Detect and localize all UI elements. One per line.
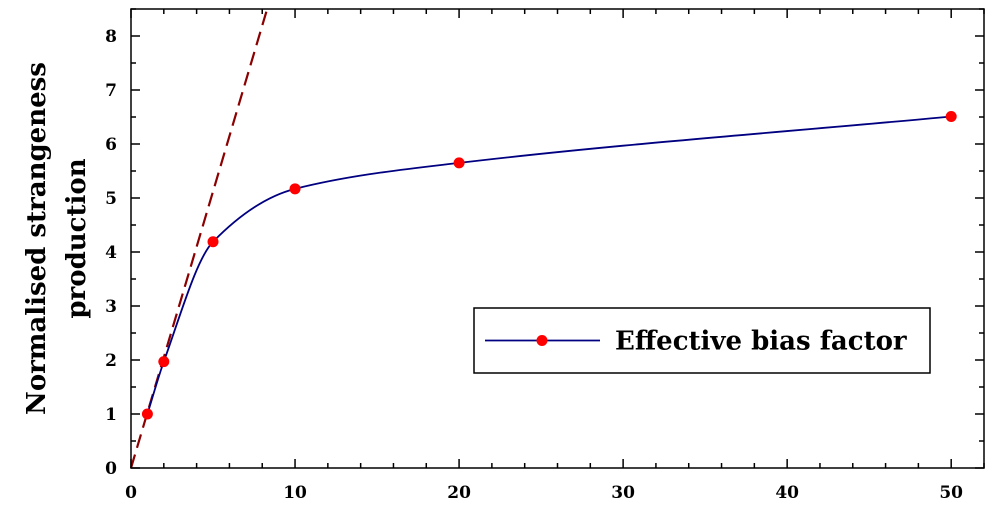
y-tick-label: 7 <box>105 81 117 101</box>
x-tick-label: 10 <box>283 483 307 503</box>
series-layer <box>129 8 957 469</box>
y-tick-label: 1 <box>105 405 117 425</box>
y-tick-label: 0 <box>105 459 117 479</box>
y-axis-title-line-1: Normalised strangeness <box>22 62 52 415</box>
axis-ticks <box>130 8 985 469</box>
y-tick-label: 8 <box>105 27 117 47</box>
legend-marker-swatch <box>536 335 548 346</box>
y-tick-label: 5 <box>105 189 117 209</box>
y-tick-label: 4 <box>105 243 117 263</box>
y-axis-title: Normalised strangeness production <box>22 62 92 415</box>
x-tick-label: 50 <box>939 483 963 503</box>
data-point <box>945 110 957 122</box>
y-axis-title-line-2: production <box>62 158 92 318</box>
y-tick-label: 2 <box>105 351 117 371</box>
dashed-reference-line <box>129 8 269 469</box>
x-tick-label: 0 <box>125 483 137 503</box>
data-point <box>453 157 465 169</box>
legend-label: Effective bias factor <box>615 327 907 357</box>
y-tick-label: 6 <box>105 135 117 155</box>
x-tick-label: 20 <box>447 483 471 503</box>
data-point <box>289 183 301 195</box>
legend: Effective bias factor <box>473 307 931 374</box>
x-tick-label: 30 <box>611 483 635 503</box>
plot-frame <box>130 8 985 469</box>
series-line <box>146 115 952 415</box>
data-point <box>141 408 153 420</box>
y-tick-label: 3 <box>105 297 117 317</box>
tick-labels: 0 10 20 30 40 50 0 1 2 3 4 5 6 7 8 <box>105 27 963 503</box>
data-point <box>158 356 170 368</box>
data-point <box>207 236 219 248</box>
x-tick-label: 40 <box>775 483 799 503</box>
